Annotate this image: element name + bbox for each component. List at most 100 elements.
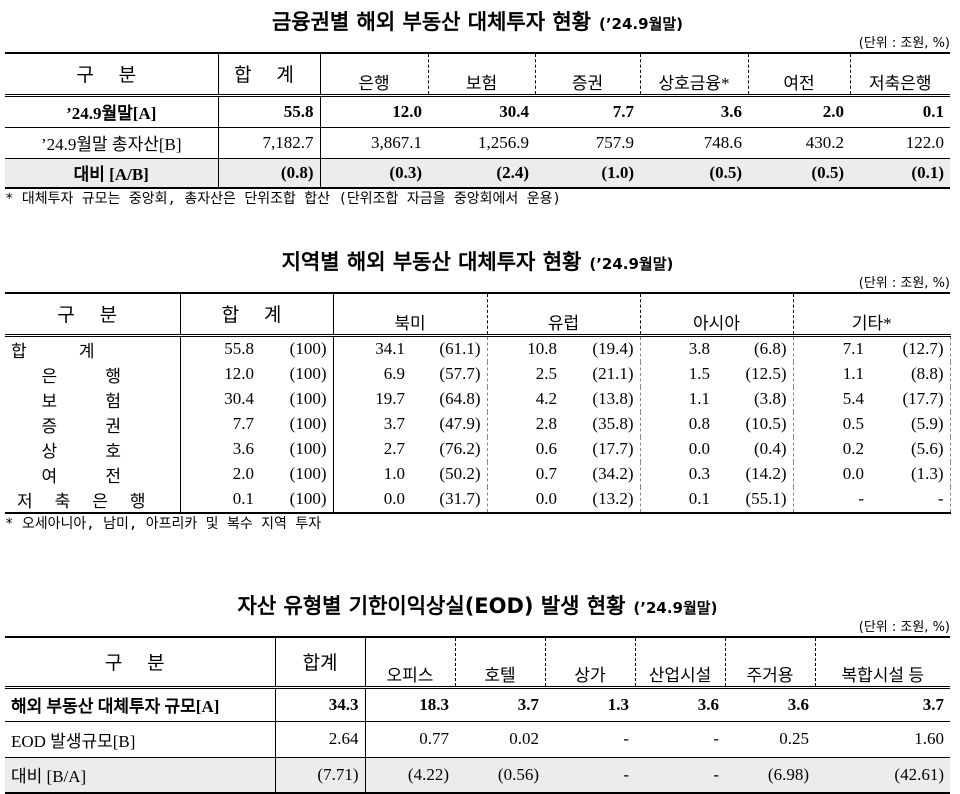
cell-value: (100) [260, 386, 334, 412]
cell-value: (0.5) [640, 158, 748, 189]
cell-value: (1.0) [535, 158, 640, 189]
cell-value: 3.6 [640, 95, 748, 128]
cell-value: (6.8) [716, 335, 794, 362]
row-label: 증 권 [5, 411, 181, 437]
row-label: EOD 발생규모[B] [5, 721, 276, 758]
header-cell: 오피스 [364, 636, 455, 689]
cell-value: (76.2) [411, 436, 488, 462]
row-label: ’24.9월말 총자산[B] [5, 127, 219, 159]
cell-value: (61.1) [411, 335, 488, 362]
cell-value: 1.0 [383, 464, 405, 483]
header-cell: 아시아 [639, 292, 794, 337]
cell-value: (31.7) [411, 486, 488, 513]
header-cell: 여전 [747, 52, 850, 97]
cell-value: (50.2) [411, 461, 488, 487]
cell-value: 0.25 [725, 721, 815, 758]
cell-value: 0.2 [842, 439, 865, 458]
cell-value: (42.61) [815, 757, 950, 794]
header-cell: 저축은행 [849, 52, 950, 97]
cell-value: (21.1) [563, 361, 641, 387]
cell-value: 1.1 [688, 389, 710, 408]
footnote: * 대체투자 규모는 중앙회, 총자산은 단위조합 합산 (단위조합 자금을 중… [5, 191, 561, 207]
title-text: 자산 유형별 기한이익상실(EOD) 발생 현황 [237, 594, 626, 618]
cell-value: (7.71) [275, 757, 366, 794]
title-text: 지역별 해외 부동산 대체투자 현황 [281, 250, 582, 274]
cell-value: 12.0 [224, 364, 254, 383]
header-cell: 구 분 [5, 293, 181, 337]
cell-value: 34.1 [375, 339, 405, 358]
cell-value: (5.9) [870, 411, 951, 437]
cell-value: (2.4) [428, 158, 535, 189]
cell-value: (100) [260, 436, 334, 462]
unit-label: (단위 : 조원, %) [858, 36, 950, 51]
unit-label: (단위 : 조원, %) [858, 276, 950, 291]
cell-value: 3.6 [635, 687, 725, 722]
cell-value: 4.2 [535, 389, 557, 408]
row-label: 해외 부동산 대체투자 규모[A] [5, 687, 276, 722]
cell-value: 0.1 [232, 489, 254, 508]
cell-value: (13.2) [563, 486, 641, 513]
cell-value: (100) [260, 335, 334, 362]
cell-value: 12.0 [320, 95, 428, 128]
cell-value: (100) [260, 411, 334, 437]
cell-value: - [870, 486, 951, 513]
cell-value: (100) [260, 361, 334, 387]
cell-value: 3.7 [383, 414, 405, 433]
header-cell: 합계 [275, 637, 366, 689]
cell-value: 3.7 [455, 687, 545, 722]
header-cell: 합 계 [218, 53, 321, 97]
table-row: 대비 [B/A] (7.71) (4.22) (0.56) - - (6.98) (42.61… [5, 757, 950, 794]
cell-value: (0.3) [320, 158, 428, 189]
cell-value: 0.1 [850, 95, 950, 128]
cell-value: 122.0 [850, 127, 950, 159]
cell-value: (55.1) [716, 486, 794, 513]
header-cell: 유럽 [486, 292, 640, 337]
row-label: 보 험 [5, 386, 181, 412]
table-row: 해외 부동산 대체투자 규모[A] 34.3 18.3 3.7 1.3 3.6 3.6 3.7 [5, 687, 950, 722]
title-text: 금융권별 해외 부동산 대체투자 현황 [271, 10, 591, 34]
title-date: (’24.9월말) [633, 599, 718, 617]
header-cell: 증권 [534, 52, 640, 97]
cell-value: 10.8 [527, 339, 557, 358]
cell-value: (13.8) [563, 386, 641, 412]
cell-value: 0.77 [365, 721, 455, 758]
cell-value: (12.7) [870, 335, 951, 362]
cell-value: (4.22) [365, 757, 455, 794]
cell-value: 3.6 [725, 687, 815, 722]
table-row: 보 험 30.4 (100) 19.7 (64.8) 4.2 (13.8) 1.1 (3.8) 5… [5, 386, 951, 412]
row-label: 대비 [A/B] [5, 158, 219, 189]
cell-value: (0.56) [455, 757, 545, 794]
cell-value: 2.0 [232, 464, 254, 483]
table-title: 자산 유형별 기한이익상실(EOD) 발생 현황 (’24.9월말) [5, 592, 950, 620]
cell-value: (14.2) [716, 461, 794, 487]
cell-value: 2.7 [383, 439, 405, 458]
cell-value: 2.0 [748, 95, 850, 128]
cell-value: (100) [260, 461, 334, 487]
row-label: 상 호 [5, 436, 181, 462]
cell-value: 430.2 [748, 127, 850, 159]
cell-value: 1,256.9 [428, 127, 535, 159]
header-row: 구 분 합계 오피스 호텔 상가 산업시설 주거용 복합시설 등 [5, 636, 950, 689]
cell-value: (100) [260, 486, 334, 513]
data-table: 구 분 합계 오피스 호텔 상가 산업시설 주거용 복합시설 등 해외 부동산 대체투자 규모[… [5, 636, 950, 794]
cell-value: 1.5 [688, 364, 710, 383]
header-cell: 상가 [544, 636, 635, 689]
cell-value: 3.7 [815, 687, 950, 722]
header-cell: 산업시설 [634, 636, 725, 689]
cell-value: 7.1 [842, 339, 865, 358]
cell-value: 1.60 [815, 721, 950, 758]
cell-value: (19.4) [563, 335, 641, 362]
cell-value: 1.1 [842, 364, 865, 383]
row-label: ’24.9월말[A] [5, 95, 219, 128]
header-cell: 보험 [427, 52, 535, 97]
cell-value: (0.1) [850, 158, 950, 189]
cell-value: (47.9) [411, 411, 488, 437]
cell-value: (64.8) [411, 386, 488, 412]
cell-value: 55.8 [224, 339, 254, 358]
header-cell: 구 분 [5, 637, 276, 689]
row-label: 대비 [B/A] [5, 757, 276, 794]
cell-value: 0.0 [535, 489, 557, 508]
